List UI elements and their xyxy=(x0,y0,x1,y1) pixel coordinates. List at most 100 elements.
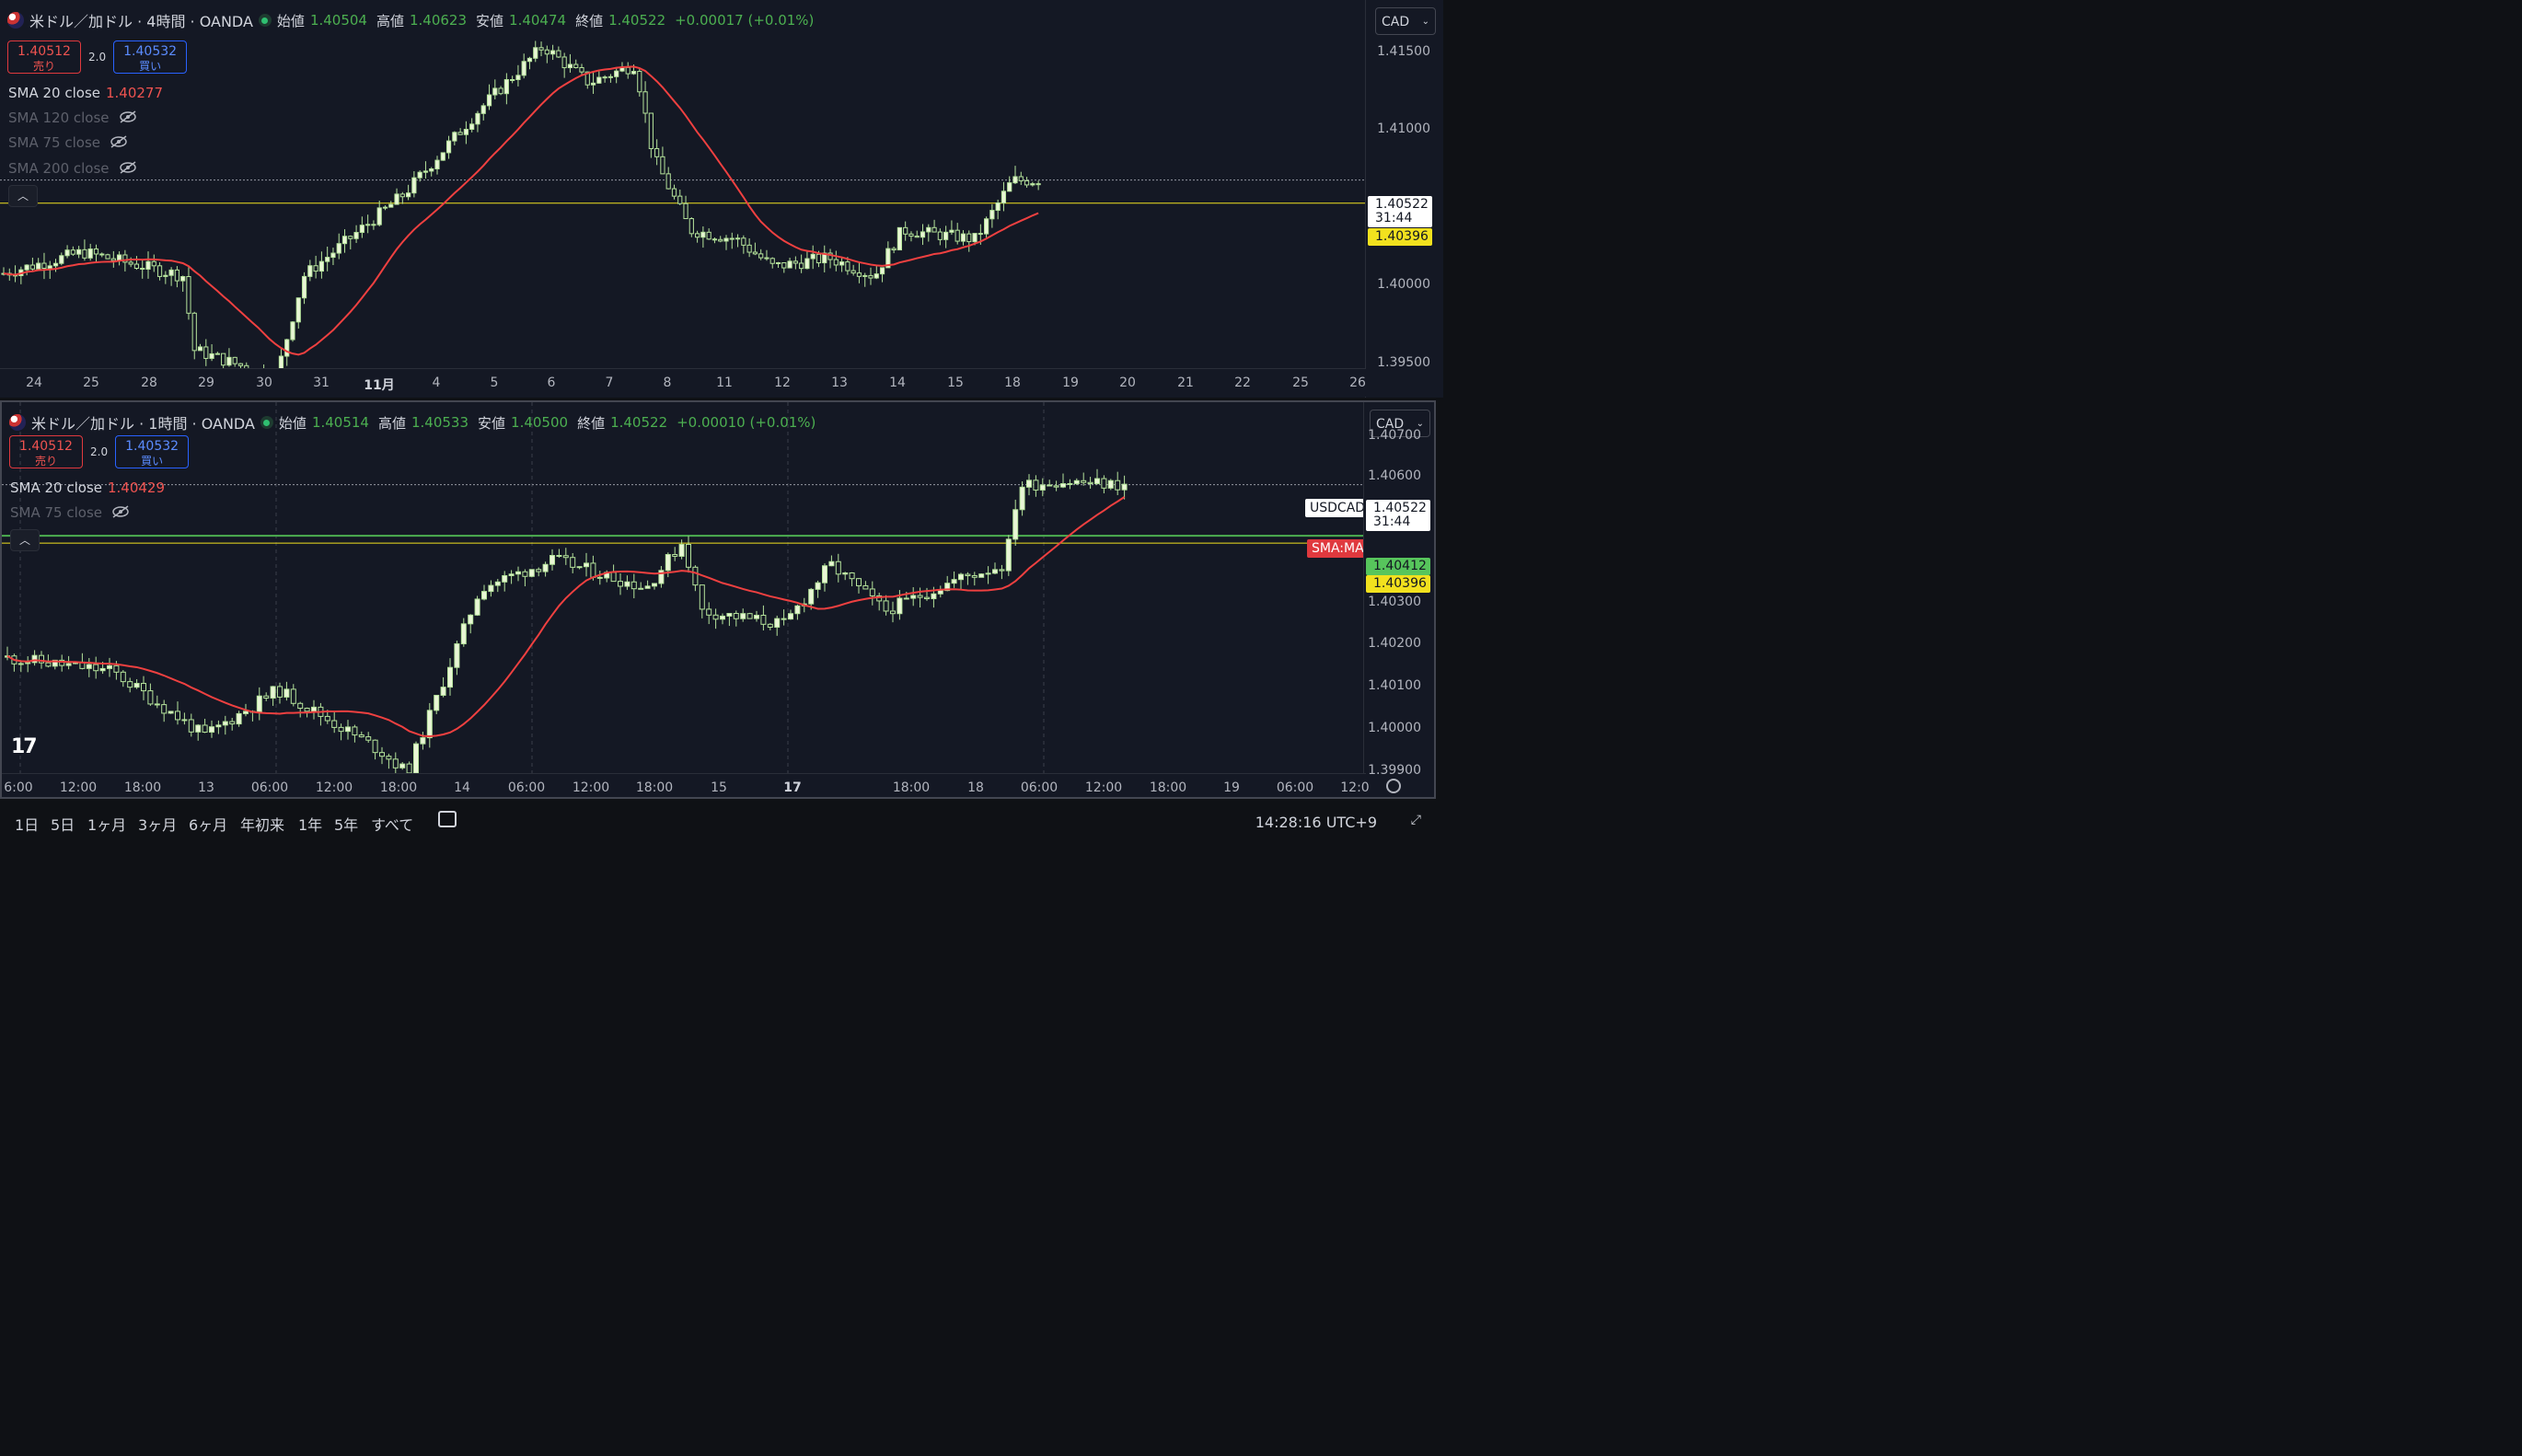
sma-line[interactable] xyxy=(6,496,1126,738)
candle-body xyxy=(903,597,909,600)
settings-icon[interactable] xyxy=(1386,779,1401,793)
indicator-sma20[interactable]: SMA 20 close 1.40277 xyxy=(8,85,163,101)
time-tick: 06:00 xyxy=(1020,780,1059,795)
candle-body xyxy=(910,595,917,599)
candle-body xyxy=(1007,182,1012,192)
goto-date-icon[interactable] xyxy=(438,811,457,827)
chart-canvas-1h[interactable] xyxy=(2,402,1366,773)
clock[interactable]: 14:28:16 UTC+9 xyxy=(1255,814,1377,831)
range-5y[interactable]: 5年 xyxy=(334,816,359,834)
candle-body xyxy=(147,690,154,705)
usd-cad-flag-icon xyxy=(9,414,26,431)
indicator-value: 1.40277 xyxy=(105,85,164,101)
candle-body xyxy=(107,664,112,669)
candle-body xyxy=(660,156,665,175)
sell-button[interactable]: 1.40512 売り xyxy=(9,435,83,468)
chart-pane-1h[interactable]: 米ドル／加ドル · 1時間 · OANDA 始値 1.40514 高値 1.4053… xyxy=(0,400,1436,799)
candle-body xyxy=(341,236,348,245)
candle-body xyxy=(156,265,163,277)
candle-body xyxy=(113,664,120,673)
candle-body xyxy=(311,706,317,712)
eye-off-icon[interactable] xyxy=(119,160,137,178)
candle-body xyxy=(386,756,392,760)
candle-body xyxy=(625,66,630,75)
time-tick: 29 xyxy=(198,376,214,390)
price-tick: 1.39900 xyxy=(1368,763,1421,778)
indicator-sma75[interactable]: SMA 75 close xyxy=(10,504,130,522)
candle-body xyxy=(883,600,889,612)
last-price-label: 1.40522 31:44 xyxy=(1366,500,1430,531)
range-ytd[interactable]: 年初来 xyxy=(240,816,285,834)
market-open-icon xyxy=(258,14,272,27)
currency-select[interactable]: CAD ⌄ xyxy=(1370,410,1430,437)
range-3m[interactable]: 3ヶ月 xyxy=(138,816,178,834)
candle-body xyxy=(917,595,923,598)
range-1m[interactable]: 1ヶ月 xyxy=(87,816,127,834)
indicator-sma75[interactable]: SMA 75 close xyxy=(8,134,128,152)
candle-body xyxy=(624,581,630,587)
candle-body xyxy=(324,715,330,722)
candle-body xyxy=(338,726,344,733)
time-tick: 18 xyxy=(1004,376,1021,390)
range-5d[interactable]: 5日 xyxy=(51,816,75,834)
range-1d[interactable]: 1日 xyxy=(15,816,40,834)
indicator-sma20[interactable]: SMA 20 close 1.40429 xyxy=(10,480,165,496)
symbol-title[interactable]: 米ドル／加ドル · 4時間 · OANDA xyxy=(29,13,253,30)
time-axis-4h[interactable]: 24 25 28 29 30 31 11月 4 5 6 7 8 11 12 13 14 15 18 19 20 21 22… xyxy=(0,368,1366,397)
candle-body xyxy=(452,132,457,142)
candle-body xyxy=(229,721,236,725)
sell-button[interactable]: 1.40512 売り xyxy=(7,40,81,74)
indicator-sma120[interactable]: SMA 120 close xyxy=(8,110,137,127)
candle-body xyxy=(237,363,244,366)
candle-body xyxy=(202,724,208,734)
chart-canvas-4h[interactable] xyxy=(0,0,1366,368)
candle-body xyxy=(890,610,896,615)
candle-body xyxy=(741,237,746,246)
candle-body xyxy=(607,75,613,78)
candle-body xyxy=(556,50,561,58)
time-tick: 11 xyxy=(716,376,733,390)
eye-off-icon[interactable] xyxy=(119,110,137,127)
candle-body xyxy=(181,719,188,722)
candle-body xyxy=(110,258,116,261)
candle-body xyxy=(873,273,879,279)
candle-body xyxy=(754,615,759,619)
price-axis-4h[interactable]: CAD ⌄ 1.41500 1.41000 1.40000 1.39500 1.4… xyxy=(1365,0,1443,398)
time-axis-1h[interactable]: 6:00 12:00 18:00 13 06:00 12:00 18:00 14 06:00 12… xyxy=(2,773,1370,797)
candle-body xyxy=(775,261,781,264)
buy-button[interactable]: 1.40532 買い xyxy=(115,435,190,468)
candle-body xyxy=(120,671,126,683)
range-6m[interactable]: 6ヶ月 xyxy=(189,816,228,834)
price-axis-1h[interactable]: CAD ⌄ 1.40700 1.40600 1.40300 1.40200 1.4… xyxy=(1363,402,1434,797)
eye-off-icon[interactable] xyxy=(111,504,130,522)
candle-body xyxy=(480,105,486,114)
candle-body xyxy=(168,711,174,714)
candle-body xyxy=(510,78,515,81)
eye-off-icon[interactable] xyxy=(110,134,128,152)
ohlc-high-label: 高値 xyxy=(377,414,406,432)
candle-body xyxy=(82,248,87,259)
chart-pane-4h[interactable]: 米ドル／加ドル · 4時間 · OANDA 始値 1.40504 高値 1.4062… xyxy=(0,0,1443,398)
sma-line[interactable] xyxy=(3,65,1039,356)
collapse-legend-button[interactable]: ︿ xyxy=(8,185,38,207)
candle-body xyxy=(630,581,637,590)
range-all[interactable]: すべて xyxy=(371,816,414,834)
range-1y[interactable]: 1年 xyxy=(298,816,323,834)
candle-body xyxy=(122,254,128,263)
symbol-title[interactable]: 米ドル／加ドル · 1時間 · OANDA xyxy=(31,415,255,433)
buy-button[interactable]: 1.40532 買い xyxy=(113,40,188,74)
symbol-legend: 米ドル／加ドル · 1時間 · OANDA 始値 1.40514 高値 1.4053… xyxy=(9,411,816,433)
indicator-sma200[interactable]: SMA 200 close xyxy=(8,160,137,178)
time-tick: 13 xyxy=(831,376,848,390)
candle-body xyxy=(297,702,304,710)
collapse-legend-button[interactable]: ︿ xyxy=(10,529,40,551)
candle-body xyxy=(475,112,480,125)
time-tick: 13 xyxy=(198,780,214,795)
candle-body xyxy=(658,570,665,584)
candle-body xyxy=(502,574,508,583)
fullscreen-icon[interactable]: ⤢ xyxy=(1410,813,1421,827)
last-price: 1.40522 xyxy=(1375,197,1429,212)
time-tick: 25 xyxy=(83,376,99,390)
currency-select[interactable]: CAD ⌄ xyxy=(1375,7,1436,35)
tradingview-logo[interactable]: 17 xyxy=(11,735,38,758)
